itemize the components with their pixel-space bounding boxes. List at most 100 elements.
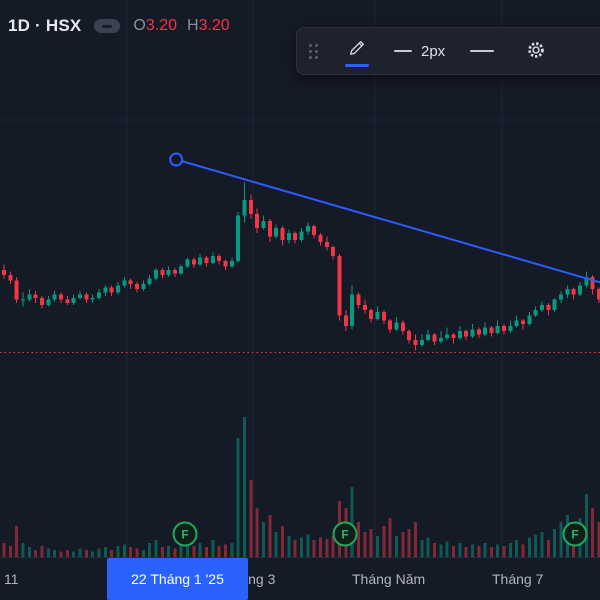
candle-body: [267, 220, 272, 237]
volume-bar: [53, 550, 57, 557]
pencil-icon: [347, 38, 367, 61]
candle-body: [210, 255, 215, 263]
candle-body: [217, 255, 222, 261]
volume-bar: [97, 548, 101, 557]
volume-bar: [135, 548, 139, 557]
volume-bar: [496, 544, 500, 557]
candle-body: [483, 327, 488, 335]
trendline-drawing[interactable]: [175, 158, 600, 284]
volume-bar: [198, 543, 202, 557]
volume-bar: [306, 534, 310, 557]
candle-body: [413, 339, 418, 345]
time-axis-label: Tháng 7: [492, 571, 544, 587]
volume-bar: [458, 543, 462, 557]
gear-icon: [525, 39, 547, 64]
candle-body: [432, 334, 437, 342]
volume-bar: [489, 547, 493, 557]
candle-body: [96, 292, 101, 298]
candle-body: [261, 220, 266, 228]
volume-bar: [34, 550, 38, 557]
selected-color-bar: [345, 64, 369, 67]
volume-bar: [2, 543, 6, 557]
candle-body: [185, 259, 190, 267]
candle-body: [590, 276, 595, 289]
candle-body: [584, 276, 589, 286]
candle-body: [293, 233, 298, 240]
candle-body: [179, 266, 184, 274]
volume-bar: [154, 540, 158, 557]
drag-handle-icon[interactable]: [303, 38, 324, 65]
candle-body: [52, 294, 57, 300]
volume-bar: [8, 545, 12, 557]
volume-bar: [116, 545, 120, 557]
volume-bar: [470, 544, 474, 557]
candle-body: [141, 283, 146, 289]
volume-bar: [15, 526, 19, 557]
trendline-anchor-handle[interactable]: [169, 152, 184, 167]
high-value: H3.20: [187, 17, 230, 34]
candle-body: [39, 297, 44, 305]
candle-body: [565, 289, 570, 295]
candle-body: [229, 261, 234, 267]
volume-bar: [59, 551, 63, 557]
color-picker-button[interactable]: [332, 32, 382, 70]
candle-body: [115, 285, 120, 293]
candle-body: [46, 299, 51, 305]
candle-body: [470, 329, 475, 337]
financial-report-marker[interactable]: F: [332, 521, 358, 547]
candle-body: [489, 327, 494, 333]
financial-report-marker[interactable]: F: [562, 521, 588, 547]
settings-button[interactable]: [511, 32, 561, 70]
volume-bar: [217, 545, 221, 557]
volume-bar: [515, 540, 519, 557]
volume-bar: [110, 550, 114, 557]
volume-bar: [300, 537, 304, 557]
candle-body: [400, 322, 405, 331]
volume-bar: [591, 508, 595, 557]
volume-bar: [477, 545, 481, 557]
volume-bar: [394, 536, 398, 557]
candle-body: [312, 226, 317, 235]
line-width-button[interactable]: 2px: [386, 32, 453, 70]
candle-body: [71, 297, 76, 303]
candle-body: [502, 325, 507, 331]
candle-body: [394, 322, 399, 330]
line-style-button[interactable]: [457, 32, 507, 70]
candle-body: [191, 259, 196, 265]
volume-bar: [236, 438, 240, 557]
volume-bar: [103, 547, 107, 557]
drawing-toolbar: 2px: [296, 27, 600, 75]
volume-bar: [369, 529, 373, 557]
candle-body: [128, 280, 133, 284]
volume-bar: [27, 547, 31, 557]
candle-body: [552, 299, 557, 310]
volume-bar: [224, 544, 228, 557]
volume-bar: [388, 517, 392, 557]
financial-report-marker[interactable]: F: [172, 521, 198, 547]
candle-body: [255, 213, 260, 228]
line-style-icon: [470, 50, 495, 52]
time-axis[interactable]: 11 Tháng 3 Tháng Năm Tháng 7 22 Tháng 1 '25: [0, 557, 600, 600]
candle-body: [242, 199, 247, 216]
candle-body: [571, 289, 576, 295]
candle-body: [103, 287, 108, 293]
candle-body: [362, 304, 367, 310]
volume-bar: [508, 543, 512, 557]
volume-bar: [129, 547, 133, 557]
candle-body: [521, 320, 526, 324]
price-chart-canvas[interactable]: [0, 0, 600, 558]
volume-bar: [173, 548, 177, 557]
candle-body: [286, 233, 291, 240]
volume-bar: [527, 537, 531, 557]
candle-body: [27, 294, 32, 300]
interval-symbol-label[interactable]: 1D · HSX: [8, 16, 82, 35]
volume-bar: [65, 550, 69, 557]
legend-collapse-button[interactable]: [94, 19, 121, 33]
candle-body: [305, 226, 310, 232]
volume-bar: [262, 522, 266, 557]
candle-body: [578, 285, 583, 295]
candle-body: [299, 231, 304, 240]
candle-body: [476, 329, 481, 335]
volume-bar: [293, 540, 297, 557]
